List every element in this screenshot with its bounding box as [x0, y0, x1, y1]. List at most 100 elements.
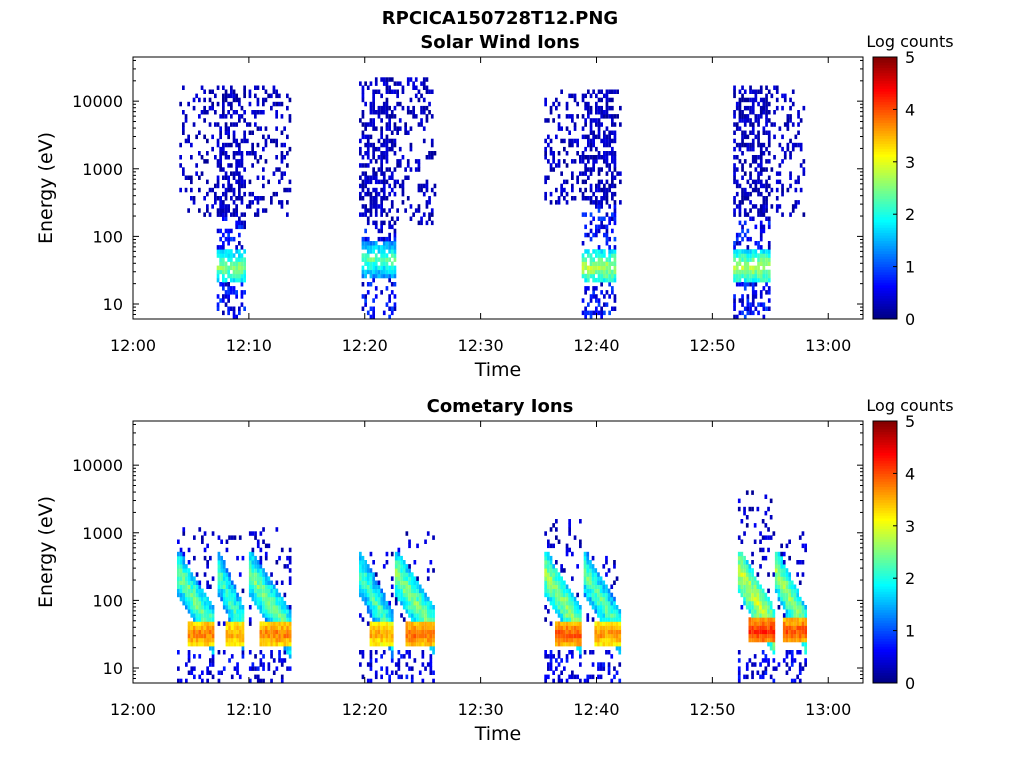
heatmap-cell	[372, 200, 375, 205]
heatmap-cell	[385, 641, 389, 647]
heatmap-cell	[429, 641, 433, 647]
heatmap-cell	[278, 633, 281, 639]
heatmap-cell	[364, 596, 367, 602]
colorbar-segment	[873, 544, 897, 548]
heatmap-cell	[579, 543, 582, 549]
heatmap-cell	[195, 163, 198, 168]
heatmap-cell	[366, 208, 370, 213]
heatmap-cell	[735, 232, 739, 238]
heatmap-cell	[372, 641, 375, 647]
heatmap-cell	[233, 588, 237, 594]
heatmap-cell	[557, 101, 561, 107]
heatmap-cell	[555, 580, 558, 585]
heatmap-cell	[565, 114, 569, 119]
heatmap-cell	[211, 101, 214, 107]
heatmap-cell	[366, 282, 370, 287]
colorbar-segment	[873, 277, 897, 281]
heatmap-cell	[555, 97, 558, 103]
heatmap-cell	[591, 584, 595, 589]
heatmap-cell	[240, 269, 244, 275]
heatmap-cell	[369, 81, 373, 86]
heatmap-cell	[216, 212, 220, 217]
heatmap-cell	[589, 200, 593, 205]
heatmap-cell	[745, 605, 749, 610]
heatmap-cell	[369, 621, 373, 626]
heatmap-cell	[217, 678, 221, 684]
heatmap-cell	[380, 641, 383, 647]
heatmap-cell	[608, 97, 611, 103]
heatmap-cell	[772, 678, 776, 684]
heatmap-cell	[397, 568, 401, 573]
heatmap-cell	[359, 163, 362, 168]
heatmap-cell	[741, 85, 744, 90]
heatmap-cell	[600, 89, 603, 94]
heatmap-cell	[618, 650, 622, 655]
x-tick-label: 12:50	[689, 700, 735, 719]
heatmap-cell	[382, 220, 386, 226]
heatmap-cell	[206, 666, 209, 671]
heatmap-cell	[759, 97, 763, 103]
heatmap-cell	[560, 568, 563, 573]
heatmap-cell	[583, 588, 587, 594]
heatmap-cell	[611, 286, 614, 291]
heatmap-cell	[185, 580, 188, 585]
heatmap-cell	[432, 535, 435, 540]
heatmap-cell	[364, 302, 367, 307]
heatmap-cell	[278, 596, 281, 602]
heatmap-cell	[369, 159, 373, 164]
heatmap-cell	[420, 187, 423, 193]
heatmap-cell	[272, 89, 276, 94]
heatmap-cell	[765, 277, 768, 283]
heatmap-cell	[796, 600, 799, 606]
heatmap-cell	[380, 200, 383, 205]
heatmap-cell	[413, 592, 417, 598]
heatmap-cell	[240, 183, 244, 189]
heatmap-cell	[390, 269, 394, 275]
heatmap-cell	[756, 613, 760, 618]
heatmap-cell	[179, 588, 183, 594]
heatmap-cell	[782, 633, 786, 639]
heatmap-cell	[544, 605, 547, 610]
heatmap-cell	[388, 625, 391, 630]
heatmap-cell	[275, 666, 279, 671]
heatmap-cell	[555, 560, 558, 565]
heatmap-cell	[377, 204, 381, 209]
heatmap-cell	[385, 617, 389, 622]
heatmap-cell	[599, 588, 603, 594]
heatmap-cell	[605, 97, 609, 103]
heatmap-cell	[759, 179, 763, 185]
heatmap-cell	[584, 273, 587, 279]
heatmap-cell	[235, 220, 238, 226]
heatmap-cell	[390, 650, 394, 655]
heatmap-cell	[610, 633, 614, 639]
heatmap-cell	[767, 621, 770, 626]
heatmap-cell	[789, 105, 792, 111]
heatmap-cell	[762, 110, 766, 115]
heatmap-cell	[573, 613, 577, 618]
heatmap-cell	[581, 97, 585, 103]
heatmap-cell	[762, 208, 766, 213]
heatmap-cell	[798, 535, 802, 540]
heatmap-cell	[432, 678, 435, 684]
heatmap-cell	[789, 97, 792, 103]
y-axis-label: Energy (eV)	[35, 496, 57, 608]
heatmap-cell	[248, 555, 252, 561]
heatmap-cell	[364, 592, 367, 598]
heatmap-cell	[190, 588, 194, 594]
heatmap-cell	[256, 600, 260, 606]
heatmap-cell	[576, 138, 579, 144]
heatmap-cell	[790, 662, 794, 667]
heatmap-cell	[424, 629, 427, 635]
heatmap-cell	[751, 568, 754, 573]
heatmap-cell	[390, 204, 394, 209]
heatmap-cell	[769, 605, 773, 610]
heatmap-cell	[377, 155, 381, 160]
heatmap-cell	[602, 580, 606, 585]
heatmap-cell	[597, 167, 601, 172]
heatmap-cell	[613, 306, 617, 311]
heatmap-cell	[414, 114, 418, 119]
heatmap-cell	[238, 249, 241, 254]
heatmap-cell	[402, 605, 406, 610]
heatmap-cell	[275, 641, 279, 647]
heatmap-cell	[366, 122, 370, 127]
